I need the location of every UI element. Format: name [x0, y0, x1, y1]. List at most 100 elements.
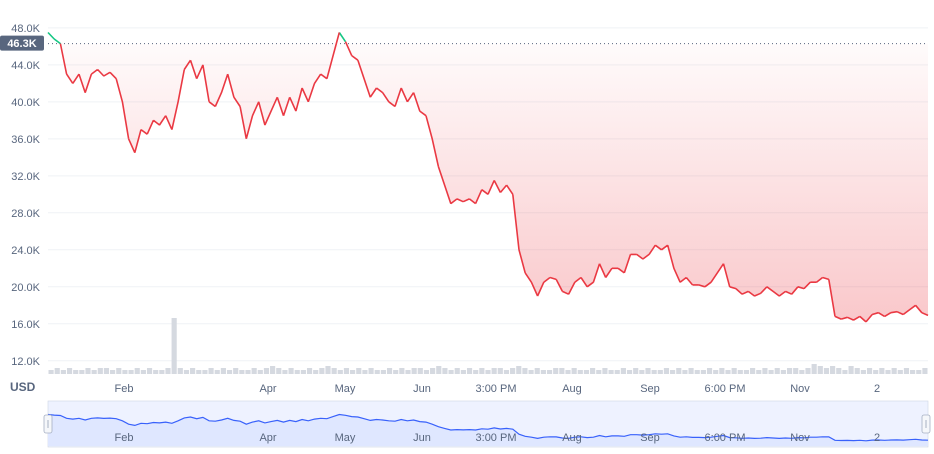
currency-label: USD: [10, 380, 36, 394]
range-navigator[interactable]: Feb Apr May Jun 3:00 PM Aug Sep 6:00 PM Nov 2: [43, 400, 931, 448]
y-tick-label: 48.0K: [11, 23, 40, 35]
volume-bar: [208, 368, 214, 374]
volume-bar: [503, 370, 510, 374]
x-tick-label: Feb: [115, 383, 134, 395]
volume-bar: [183, 370, 190, 374]
volume-bar: [762, 368, 768, 374]
volume-bar: [497, 368, 503, 374]
price-line-above-reference: [47, 31, 347, 45]
volume-bar: [270, 366, 276, 374]
volume-bar: [750, 368, 756, 374]
volume-bar: [854, 368, 860, 374]
volume-bar: [319, 368, 325, 374]
volume-bar: [596, 370, 602, 374]
navigator-line: [47, 413, 929, 442]
volume-bar: [140, 370, 146, 374]
volume-bar: [257, 370, 263, 374]
volume-bar: [676, 368, 682, 374]
volume-bar: [356, 368, 362, 374]
volume-bar: [553, 368, 559, 374]
volume-bar: [442, 368, 448, 374]
volume-bar: [910, 370, 916, 374]
volume-bar: [657, 370, 663, 374]
volume-bar: [725, 370, 731, 374]
volume-bar: [306, 368, 313, 374]
y-tick-label: 28.0K: [11, 208, 40, 220]
volume-bar: [780, 370, 786, 374]
volume-bar: [793, 368, 799, 374]
volume-bar: [380, 370, 386, 374]
volume-bar: [153, 370, 159, 374]
volume-bar: [706, 368, 713, 374]
volume-bar: [479, 368, 485, 374]
navigator-tick-label: Aug: [562, 432, 582, 444]
volume-bar: [522, 368, 528, 374]
volume-bar: [110, 370, 116, 374]
volume-bar: [350, 370, 356, 374]
volume-bar: [817, 366, 823, 374]
navigator-tick-label: 6:00 PM: [705, 432, 746, 444]
volume-bar: [534, 368, 540, 374]
volume-bar: [91, 370, 97, 374]
volume-bar: [48, 370, 54, 374]
volume-bar: [146, 368, 153, 374]
volume-bar: [774, 368, 780, 374]
volume-bar: [559, 368, 565, 374]
volume-bar: [614, 370, 620, 374]
y-tick-label: 16.0K: [11, 319, 40, 331]
volume-bar: [577, 370, 583, 374]
volume-bar: [368, 368, 374, 374]
navigator-ticks: Feb Apr May Jun 3:00 PM Aug Sep 6:00 PM Nov 2: [115, 432, 881, 444]
volume-bar: [823, 368, 830, 374]
volume-bar: [651, 370, 657, 374]
volume-bar: [196, 370, 202, 374]
volume-bar: [66, 368, 73, 374]
volume-bar: [491, 368, 497, 374]
volume-bar: [54, 368, 60, 374]
volume-bar: [405, 370, 411, 374]
volume-bar: [171, 318, 177, 374]
volume-bar: [122, 370, 128, 374]
y-tick-label: 36.0K: [11, 134, 40, 146]
volume-bar: [466, 368, 473, 374]
volume-bar: [239, 370, 245, 374]
navigator-tick-label: 3:00 PM: [476, 432, 517, 444]
navigator-tick-label: Feb: [115, 432, 134, 444]
volume-bar: [731, 368, 737, 374]
x-tick-label: 3:00 PM: [476, 383, 517, 395]
volume-bar: [134, 368, 140, 374]
volume-bars: [48, 318, 928, 374]
volume-bar: [590, 368, 596, 374]
volume-bar: [337, 370, 343, 374]
volume-bar: [830, 366, 836, 374]
volume-bar: [916, 370, 922, 374]
navigator-tick-label: May: [335, 432, 356, 444]
volume-bar: [436, 366, 442, 374]
volume-bar: [546, 370, 553, 374]
volume-bar: [903, 368, 910, 374]
volume-bar: [60, 370, 66, 374]
current-price-badge: 46.3K: [0, 35, 44, 51]
volume-bar: [836, 368, 842, 374]
volume-bar: [79, 370, 85, 374]
volume-bar: [719, 368, 725, 374]
volume-bar: [633, 368, 639, 374]
volume-bar: [362, 370, 368, 374]
volume-bar: [922, 368, 928, 374]
volume-bar: [386, 368, 393, 374]
volume-bar: [128, 370, 134, 374]
volume-bar: [583, 370, 590, 374]
volume-bar: [331, 368, 337, 374]
volume-bar: [399, 368, 405, 374]
volume-bar: [879, 368, 885, 374]
volume-bar: [288, 368, 294, 374]
x-tick-label: May: [335, 383, 356, 395]
current-price-label: 46.3K: [7, 38, 36, 50]
x-tick-label: Jun: [413, 383, 431, 395]
volume-bar: [300, 370, 306, 374]
volume-bar: [263, 368, 270, 374]
volume-bar: [885, 370, 891, 374]
volume-bar: [602, 368, 608, 374]
x-tick-label: Aug: [562, 383, 582, 395]
navigator-tick-label: 2: [874, 432, 880, 444]
